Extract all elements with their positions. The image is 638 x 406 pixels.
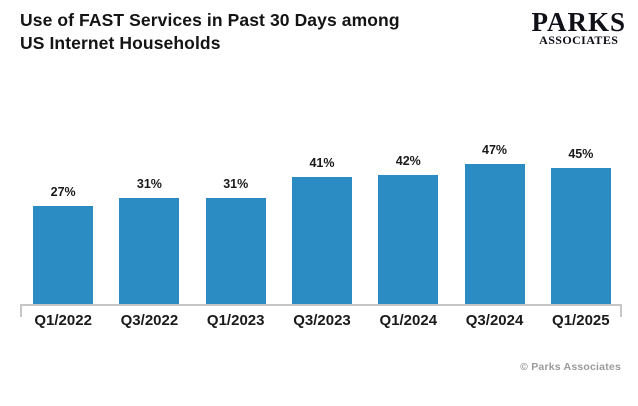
logo-secondary-text: ASSOCIATES [539,33,619,47]
x-axis-line [20,304,622,306]
x-axis-right-tick [620,304,622,317]
bar-column: 41% [279,0,365,304]
bar [291,177,352,304]
bar-value-label: 31% [223,177,249,191]
category-label: Q1/2023 [206,312,265,329]
category-label: Q3/2023 [293,312,351,329]
category-label: Q1/2024 [379,312,438,329]
bar [550,168,611,304]
category-label: Q3/2022 [120,312,179,329]
logo-primary-text: PARKS [531,7,626,37]
bar-value-label: 45% [568,147,594,161]
bar-column: 47% [451,0,537,304]
bar-column: 42% [365,0,451,304]
chart-title-line-1: Use of FAST Services in Past 30 Days amo… [20,10,400,30]
bar-value-label: 27% [50,185,76,199]
bar-chart-plot-area: 27% 31% 31% 41% 42% 47% 45% [20,0,624,304]
bar-value-label: 42% [395,154,421,168]
bar [378,175,439,304]
bar-column: 31% [193,0,279,304]
chart-title: Use of FAST Services in Past 30 Days amo… [20,9,480,55]
parks-associates-logo: PARKS ASSOCIATES [531,7,626,47]
x-axis-left-tick [20,304,22,317]
bar [33,206,94,304]
bar-value-label: 41% [309,156,335,170]
category-label: Q1/2025 [552,312,610,329]
chart-title-line-2: US Internet Households [20,33,221,53]
copyright-credit: © Parks Associates [520,361,621,373]
bar-value-label: 31% [136,177,162,191]
bar [119,198,180,304]
bar-column: 31% [106,0,192,304]
bar-value-label: 47% [482,143,508,157]
bar-column: 27% [20,0,106,304]
x-axis-category-labels: Q1/2022 Q3/2022 Q1/2023 Q3/2023 Q1/2024 Q3/20… [20,312,624,329]
category-label: Q3/2024 [465,312,524,329]
bar [464,164,525,304]
category-label: Q1/2022 [34,312,92,329]
bar [205,198,266,304]
bar-column: 45% [538,0,624,304]
